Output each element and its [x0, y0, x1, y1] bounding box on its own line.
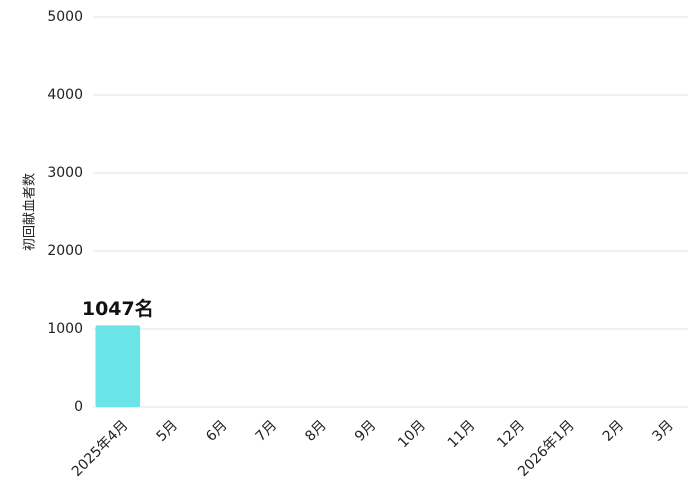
y-tick-label: 4000 [47, 87, 83, 103]
y-tick-label: 1000 [47, 321, 83, 337]
x-tick-label: 6月 [203, 417, 231, 445]
x-tick-label: 5月 [154, 417, 182, 445]
x-tick-label: 12月 [494, 417, 528, 451]
y-axis-title: 初回献血者数 [23, 173, 38, 251]
x-tick-label: 8月 [302, 417, 330, 445]
x-tick-label: 10月 [395, 417, 429, 451]
y-tick-label: 0 [74, 399, 83, 415]
y-tick-label: 3000 [47, 165, 83, 181]
y-tick-label: 2000 [47, 243, 83, 259]
data-label: 1047名 [82, 297, 154, 320]
y-tick-label: 5000 [47, 9, 83, 25]
bar [95, 325, 141, 407]
x-tick-label: 11月 [445, 417, 479, 451]
x-tick-label: 2月 [600, 417, 628, 445]
x-tick-label: 2025年4月 [69, 417, 132, 480]
x-tick-label: 9月 [352, 417, 380, 445]
x-tick-label: 3月 [649, 417, 677, 445]
x-tick-label: 7月 [253, 417, 281, 445]
